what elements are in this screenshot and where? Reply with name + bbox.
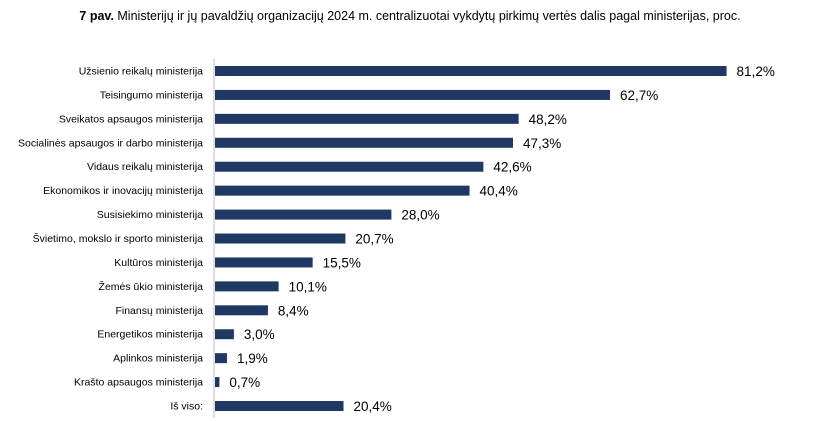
bar <box>215 137 513 148</box>
value-label: 10,1% <box>289 279 327 294</box>
category-label: Susisiekimo ministerija <box>97 209 203 221</box>
value-label: 20,7% <box>355 232 393 247</box>
bar <box>215 401 344 412</box>
bar <box>215 353 227 364</box>
bar <box>215 233 346 244</box>
title-text: Ministerijų ir jų pavaldžių organizacijų… <box>113 9 741 23</box>
value-label: 0,7% <box>229 375 260 390</box>
category-label: Iš viso: <box>170 401 203 413</box>
bar <box>215 377 220 388</box>
bar <box>215 66 727 76</box>
bar <box>215 185 470 196</box>
value-label: 15,5% <box>323 255 361 270</box>
value-label: 81,2% <box>737 64 775 79</box>
category-label: Užsienio reikalų ministerija <box>79 66 203 78</box>
value-label: 28,0% <box>401 208 439 223</box>
value-label: 1,9% <box>237 351 268 366</box>
value-label: 62,7% <box>620 88 658 103</box>
value-label: 47,3% <box>523 136 561 151</box>
category-label: Švietimo, mokslo ir sporto ministerija <box>33 232 204 245</box>
figure-number: 7 pav. <box>79 9 114 23</box>
category-label: Energetikos ministerija <box>97 329 203 341</box>
category-label: Teisingumo ministerija <box>100 89 203 101</box>
value-label: 8,4% <box>278 303 309 318</box>
category-label: Kultūros ministerija <box>114 257 203 269</box>
category-label: Sveikatos apsaugos ministerija <box>59 113 203 125</box>
bar <box>215 257 313 268</box>
category-label: Aplinkos ministerija <box>113 353 203 365</box>
category-label: Vidaus reikalų ministerija <box>87 161 203 173</box>
category-label: Finansų ministerija <box>115 305 203 317</box>
category-label: Žemės ūkio ministerija <box>99 280 204 293</box>
category-label: Ekonomikos ir inovacijų ministerija <box>43 185 203 197</box>
bar <box>215 161 484 172</box>
value-label: 48,2% <box>529 112 567 127</box>
bar <box>215 89 611 100</box>
bar <box>215 281 279 292</box>
bar <box>215 113 519 124</box>
category-label: Socialinės apsaugos ir darbo ministerija <box>18 137 203 149</box>
value-label: 3,0% <box>244 327 275 342</box>
bar <box>215 209 392 220</box>
bar <box>215 305 268 316</box>
value-label: 42,6% <box>493 160 531 175</box>
category-label: Krašto apsaugos ministerija <box>74 377 203 389</box>
chart-title: 7 pav. Ministerijų ir jų pavaldžių organ… <box>0 9 820 23</box>
value-label: 20,4% <box>354 399 392 414</box>
bar <box>215 329 234 340</box>
value-label: 40,4% <box>480 184 518 199</box>
